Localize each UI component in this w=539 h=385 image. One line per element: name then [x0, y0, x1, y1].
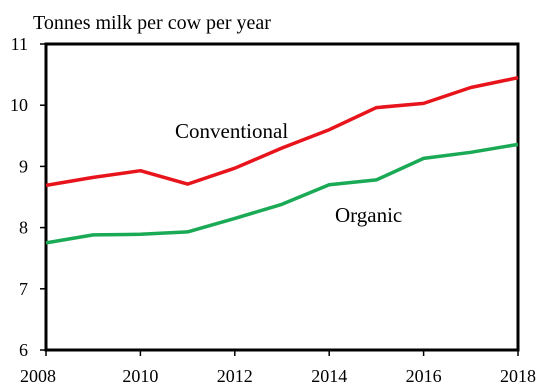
- x-tick-label: 2016: [406, 366, 442, 385]
- y-tick-label: 6: [19, 340, 28, 360]
- series-line-organic: [45, 142, 519, 245]
- chart-title: Tonnes milk per cow per year: [33, 12, 271, 34]
- series-label-conventional: Conventional: [175, 119, 288, 143]
- plot-frame: [44, 42, 520, 352]
- x-tick-label: 2014: [311, 366, 347, 385]
- x-tick-label: 2008: [20, 366, 56, 385]
- series-line-conventional: [45, 75, 519, 188]
- series-label-organic: Organic: [335, 203, 402, 227]
- x-tick-label: 2018: [500, 366, 536, 385]
- x-tick-label: 2012: [217, 366, 253, 385]
- series-lines: [45, 75, 519, 245]
- y-tick-label: 8: [19, 218, 28, 238]
- y-tick-label: 11: [11, 34, 28, 54]
- x-tick-label: 2010: [122, 366, 158, 385]
- y-tick-label: 7: [19, 279, 28, 299]
- y-axis: 6 7 8 9 10 11: [10, 34, 46, 360]
- y-tick-label: 9: [19, 156, 28, 176]
- x-axis: 2008 2010 2012 2014 2016 2018: [20, 350, 536, 385]
- y-tick-label: 10: [10, 95, 28, 115]
